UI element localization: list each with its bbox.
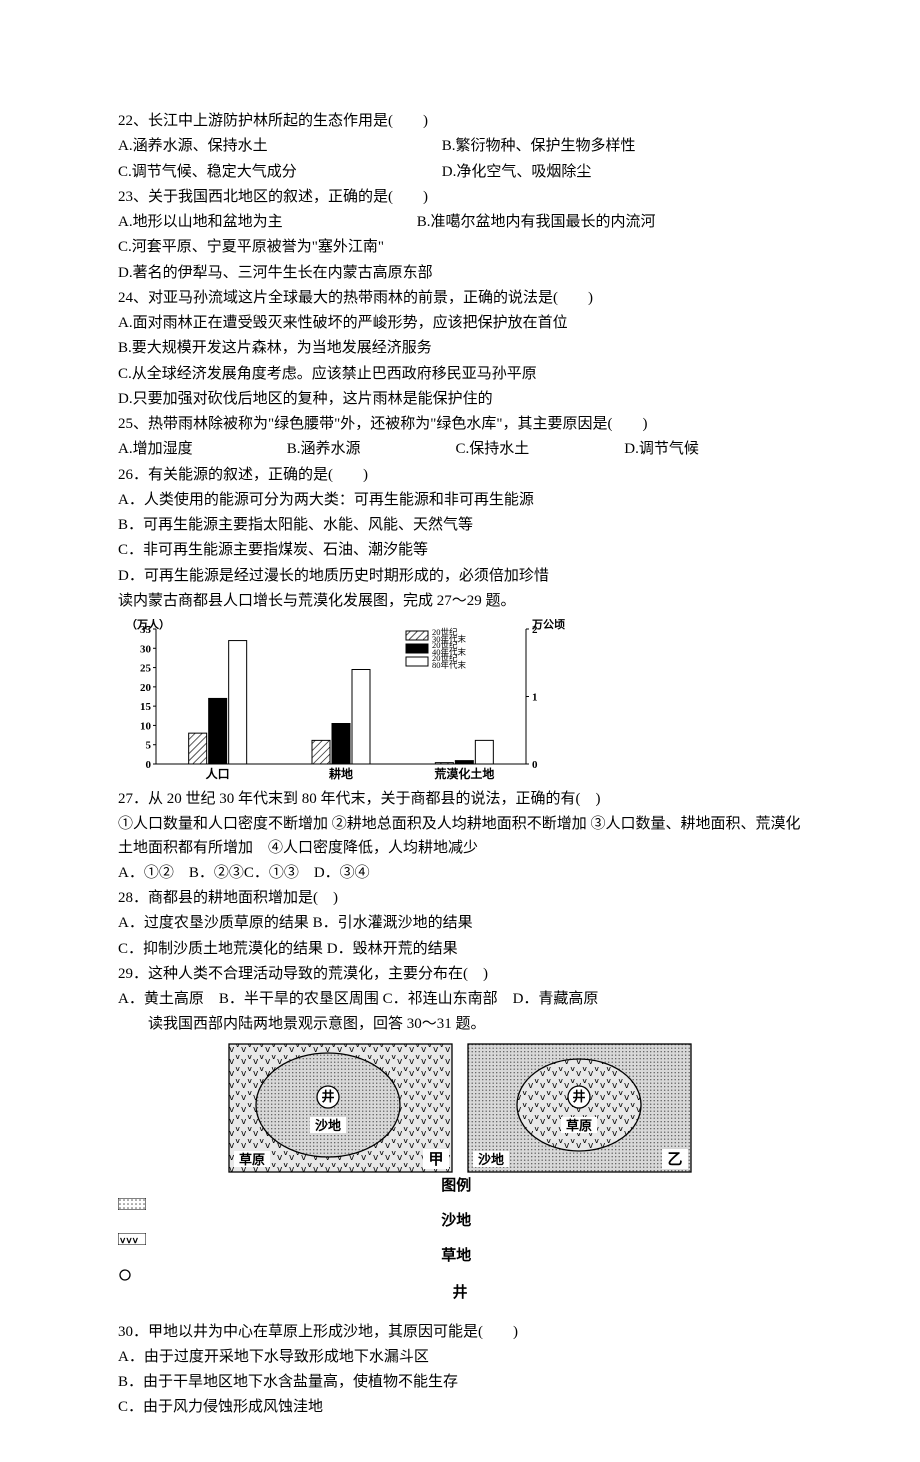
q23-c: C.河套平原、宁夏平原被誉为"塞外江南" — [118, 236, 802, 259]
q22-row2: C.调节气候、稳定大气成分 D.净化空气、吸烟除尘 — [118, 161, 802, 184]
q29-opts: A．黄土高原 B．半干旱的农垦区周围 C．祁连山东南部 D．青藏高原 — [118, 988, 802, 1011]
q22-row1: A.涵养水源、保持水土 B.繁衍物种、保护生物多样性 — [118, 135, 802, 158]
q28-line3: C．抑制沙质土地荒漠化的结果 D．毁林开荒的结果 — [118, 938, 802, 961]
q27-stem: 27．从 20 世纪 30 年代末到 80 年代末，关于商都县的说法，正确的有(… — [118, 788, 802, 811]
svg-text:井: 井 — [321, 1089, 334, 1104]
svg-text:25: 25 — [140, 663, 152, 675]
q22-stem: 22、长江中上游防护林所起的生态作用是( ) — [118, 110, 802, 133]
svg-text:80年代末: 80年代末 — [432, 660, 467, 670]
q26-stem: 26．有关能源的叙述，正确的是( ) — [118, 464, 802, 487]
q30-c: C．由于风力侵蚀形成风蚀洼地 — [118, 1396, 802, 1419]
svg-text:ⅴⅴⅴ: ⅴⅴⅴ — [119, 1235, 139, 1245]
q23-d: D.著名的伊犁马、三河牛生长在内蒙古高原东部 — [118, 262, 802, 285]
svg-text:井: 井 — [572, 1089, 585, 1104]
q23-b: B.准噶尔盆地内有我国最长的内流河 — [417, 214, 656, 230]
q25-b: B.涵养水源 — [287, 438, 452, 461]
svg-text:0: 0 — [146, 759, 152, 771]
q29-stem: 29．这种人类不合理活动导致的荒漠化，主要分布在( ) — [118, 963, 802, 986]
svg-text:10: 10 — [140, 720, 152, 732]
q26-d: D．可再生能源是经过漫长的地质历史时期形成的，必须倍加珍惜 — [118, 565, 802, 588]
q26-b: B．可再生能源主要指太阳能、水能、风能、天然气等 — [118, 514, 802, 537]
svg-text:耕地: 耕地 — [329, 766, 353, 781]
q26-c: C．非可再生能源主要指煤炭、石油、潮汐能等 — [118, 539, 802, 562]
landscape-diagram: ⅴⅴ井沙地草原甲 ⅴⅴ井草原沙地乙 — [118, 1043, 802, 1173]
diagram-legend: 图例 沙地 ⅴⅴⅴ 草地 井 — [118, 1175, 802, 1306]
svg-text:20: 20 — [140, 682, 152, 694]
q25-a: A.增加湿度 — [118, 438, 283, 461]
q27-opts: A．①② B．②③C．①③ D．③④ — [118, 862, 802, 885]
svg-text:15: 15 — [140, 701, 152, 713]
svg-text:乙: 乙 — [667, 1152, 682, 1168]
q25-stem: 25、热带雨林除被称为"绿色腰带"外，还被称为"绿色水库"，其主要原因是( ) — [118, 413, 802, 436]
q28-line2: A．过度农垦沙质草原的结果 B．引水灌溉沙地的结果 — [118, 912, 802, 935]
svg-text:草原: 草原 — [566, 1118, 592, 1133]
panel-a-svg: ⅴⅴ井沙地草原甲 — [228, 1043, 453, 1173]
q26-a: A．人类使用的能源可分为两大类：可再生能源和非可再生能源 — [118, 489, 802, 512]
q30-b: B．由于干旱地区地下水含盐量高，使植物不能生存 — [118, 1371, 802, 1394]
legend-well-icon — [118, 1268, 132, 1282]
svg-text:人口: 人口 — [206, 766, 230, 781]
q22-a: A.涵养水源、保持水土 — [118, 135, 438, 158]
svg-text:5: 5 — [146, 740, 152, 752]
diag-intro: 读我国西部内陆两地景观示意图，回答 30～31 题。 — [118, 1013, 802, 1036]
svg-text:沙地: 沙地 — [478, 1152, 504, 1167]
chart-intro: 读内蒙古商都县人口增长与荒漠化发展图，完成 27～29 题。 — [118, 590, 802, 613]
svg-text:万公顷: 万公顷 — [531, 619, 565, 631]
q27-line2: ①人口数量和人口密度不断增加 ②耕地总面积及人均耕地面积不断增加 ③人口数量、耕… — [118, 813, 802, 860]
svg-text:0: 0 — [532, 759, 538, 771]
q24-stem: 24、对亚马孙流域这片全球最大的热带雨林的前景，正确的说法是( ) — [118, 287, 802, 310]
q24-b: B.要大规模开发这片森林，为当地发展经济服务 — [118, 337, 802, 360]
q25-d: D.调节气候 — [624, 441, 699, 457]
q25-c: C.保持水土 — [456, 438, 621, 461]
legend-sand-label: 沙地 — [441, 1213, 471, 1229]
q23-a: A.地形以山地和盆地为主 — [118, 211, 413, 234]
q28-stem: 28．商都县的耕地面积增加是( ) — [118, 887, 802, 910]
q22-d: D.净化空气、吸烟除尘 — [442, 164, 592, 180]
q24-d: D.只要加强对砍伐后地区的复种，这片雨林是能保护住的 — [118, 388, 802, 411]
q23-stem: 23、关于我国西北地区的叙述，正确的是( ) — [118, 186, 802, 209]
legend-grass-label: 草地 — [441, 1248, 471, 1264]
svg-text:30: 30 — [140, 643, 152, 655]
q22-c: C.调节气候、稳定大气成分 — [118, 161, 438, 184]
q25-opts: A.增加湿度 B.涵养水源 C.保持水土 D.调节气候 — [118, 438, 802, 461]
svg-text:甲: 甲 — [428, 1151, 443, 1168]
panel-b-svg: ⅴⅴ井草原沙地乙 — [467, 1043, 692, 1173]
svg-text:荒漠化土地: 荒漠化土地 — [433, 766, 494, 781]
q30-a: A．由于过度开采地下水导致形成地下水漏斗区 — [118, 1346, 802, 1369]
q23-row1: A.地形以山地和盆地为主 B.准噶尔盆地内有我国最长的内流河 — [118, 211, 802, 234]
legend-caption-label: 图例 — [441, 1178, 471, 1194]
bar-chart-svg: 05101520253035（万人）012万公顷人口耕地荒漠化土地20世纪30年… — [118, 619, 588, 784]
shangdu-chart: 05101520253035（万人）012万公顷人口耕地荒漠化土地20世纪30年… — [118, 619, 802, 784]
svg-text:（万人）: （万人） — [126, 619, 170, 631]
q24-a: A.面对雨林正在遭受毁灭来性破坏的严峻形势，应该把保护放在首位 — [118, 312, 802, 335]
svg-text:1: 1 — [532, 692, 538, 704]
legend-grass-icon: ⅴⅴⅴ — [118, 1233, 146, 1245]
legend-well-label: 井 — [452, 1285, 467, 1301]
q24-c: C.从全球经济发展角度考虑。应该禁止巴西政府移民亚马孙平原 — [118, 363, 802, 386]
legend-sand-icon — [118, 1198, 146, 1210]
svg-text:沙地: 沙地 — [315, 1118, 341, 1133]
svg-text:草原: 草原 — [239, 1152, 265, 1167]
q30-stem: 30．甲地以井为中心在草原上形成沙地，其原因可能是( ) — [118, 1321, 802, 1344]
q22-b: B.繁衍物种、保护生物多样性 — [442, 138, 636, 154]
